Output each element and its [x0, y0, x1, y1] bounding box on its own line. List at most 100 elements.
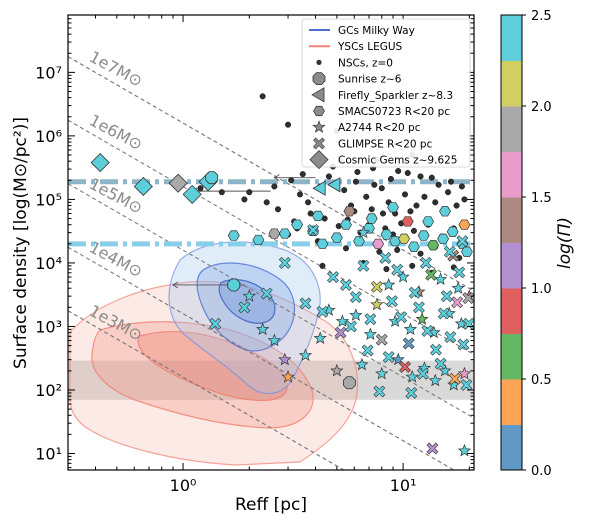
smacs-point	[343, 206, 356, 217]
smacs-point	[311, 210, 324, 222]
glimpse-point	[379, 251, 392, 264]
nsc-point	[274, 206, 281, 213]
mass-lines	[68, 56, 474, 470]
a2744-point	[278, 352, 292, 366]
ysc-contours	[69, 280, 359, 466]
y-axis-label: Surface density [log(M⊙/pc²)]	[11, 117, 31, 369]
glimpse-point	[405, 386, 418, 399]
markers	[90, 93, 474, 457]
glimpse-point	[448, 372, 461, 385]
legend-entry: YSCs LEGUS	[309, 41, 403, 53]
colorbar-tick-label: 0.5	[531, 373, 552, 388]
legend-label: GLIMPSE R<20 pc	[338, 138, 433, 150]
glimpse-point	[238, 301, 251, 314]
nsc-point	[305, 199, 312, 206]
a2744-point	[391, 352, 405, 366]
nsc-point	[461, 196, 468, 203]
mass-line	[68, 56, 474, 292]
colorbar-cell	[501, 424, 522, 471]
glimpse-point	[456, 235, 469, 248]
colorbar-cell	[501, 60, 522, 107]
cosmic-gem-point	[90, 153, 110, 173]
series-triangle-left	[312, 177, 341, 196]
legend-marker	[312, 120, 326, 133]
glimpse-point	[327, 271, 339, 283]
legend: GCs Milky Way YSCs LEGUS NSCs, z=0 Sunrise …	[301, 18, 471, 170]
glimpse-point	[451, 296, 464, 309]
colorbar-cell	[501, 333, 522, 380]
nsc-point	[325, 173, 332, 180]
nsc-point	[404, 170, 411, 177]
a2744-point	[403, 322, 418, 335]
glimpse-point	[345, 320, 357, 333]
a2744-point	[298, 348, 313, 362]
smacs-point	[227, 230, 240, 241]
nsc-point	[409, 262, 416, 269]
glimpse-point	[416, 367, 429, 380]
ysc-contour-mid	[91, 321, 314, 429]
sunrise-point	[227, 278, 241, 292]
glimpse-point	[412, 301, 425, 314]
nsc-point	[458, 183, 465, 190]
glimpse-point	[399, 361, 411, 373]
colorbar-tick-label: 2.0	[531, 100, 552, 115]
smacs-point	[461, 246, 473, 257]
glimpse-point	[391, 263, 404, 276]
a2744-point	[356, 225, 371, 239]
a2744-point	[313, 331, 327, 344]
smacs-point	[439, 206, 451, 217]
nsc-point	[379, 210, 386, 217]
a2744-point	[382, 278, 396, 291]
legend-marker	[313, 105, 325, 117]
smacs-point	[408, 241, 420, 252]
y-tick-label: 10¹	[35, 445, 62, 464]
nsc-point	[447, 178, 454, 185]
nsc-point	[410, 227, 417, 234]
a2744-point	[335, 314, 350, 328]
nsc-point	[352, 178, 359, 185]
glimpse-point	[402, 337, 415, 350]
glimpse-point	[453, 266, 466, 279]
smacs-point	[417, 230, 430, 241]
glimpse-point	[209, 317, 222, 330]
legend-label: Cosmic Gems z~9.625	[338, 155, 457, 167]
glimpse-point	[408, 286, 421, 299]
sunrise-point	[205, 171, 219, 185]
nsc-point	[259, 93, 266, 100]
series-hexagon	[227, 202, 473, 257]
colorbar-cell	[501, 197, 522, 243]
glimpse-point	[460, 379, 473, 391]
legend-label: Firefly_Sparkler z~8.3	[338, 90, 453, 102]
glimpse-point	[444, 331, 457, 344]
nsc-point	[371, 181, 378, 188]
a2744-point	[438, 363, 452, 377]
a2744-point	[396, 270, 410, 283]
glimpse-point	[395, 311, 408, 324]
glimpse-point	[357, 259, 370, 272]
smacs-point	[268, 228, 281, 239]
error-arrow	[172, 281, 179, 289]
nsc-point	[299, 171, 306, 178]
nsc-point	[394, 246, 401, 253]
smacs-point	[458, 219, 471, 230]
smacs-point	[353, 236, 365, 247]
mass-line	[68, 183, 474, 419]
nsc-point	[378, 185, 385, 192]
legend-label: NSCs, z=0	[338, 57, 393, 69]
colorbar-cell	[501, 379, 522, 425]
nsc-point	[407, 208, 414, 215]
series-x	[209, 224, 474, 455]
legend-box	[301, 18, 471, 168]
smacs-point	[372, 238, 385, 249]
sunrise-point	[342, 376, 356, 390]
legend-entry: Sunrise z~6	[312, 72, 402, 86]
legend-marker	[309, 150, 329, 170]
nsc-point	[271, 183, 278, 190]
nsc-point	[401, 191, 408, 198]
smacs-point	[446, 226, 459, 237]
x-axis-label: Reff [pc]	[235, 495, 307, 515]
glimpse-point	[425, 268, 437, 281]
glimpse-point	[334, 326, 347, 339]
y-tick-label: 10⁶	[35, 127, 62, 146]
